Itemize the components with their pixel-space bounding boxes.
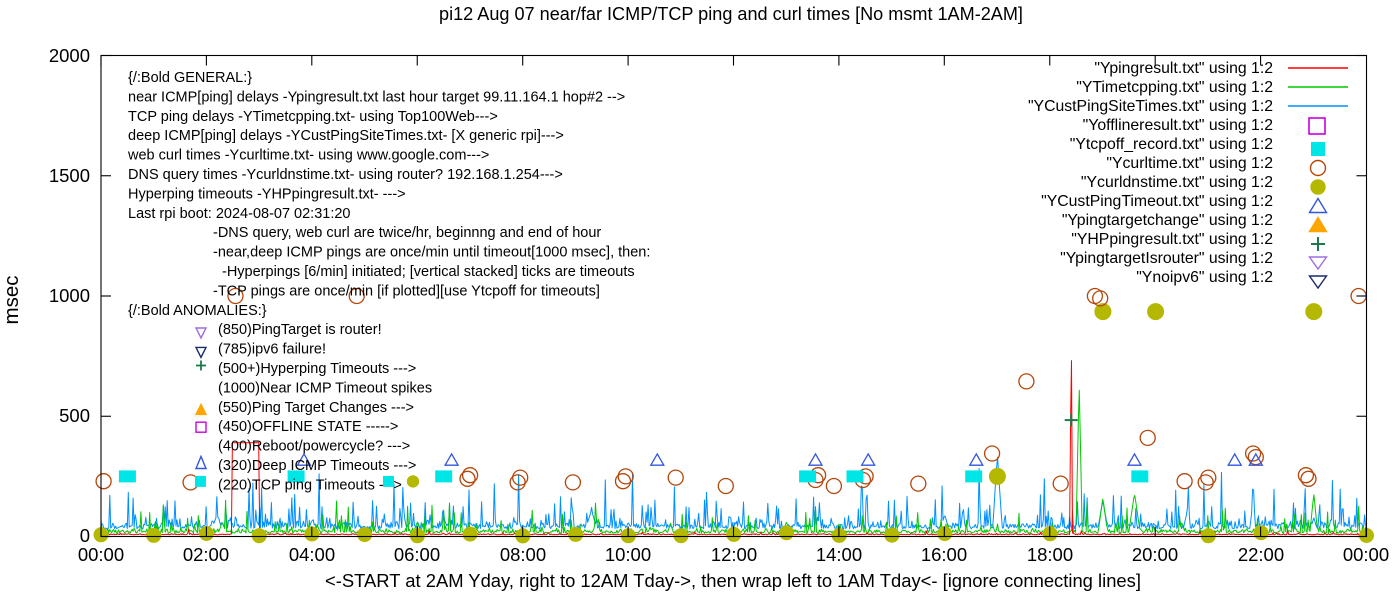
svg-text:-TCP pings are once/min [if pl: -TCP pings are once/min [if plotted][use…	[213, 283, 600, 299]
svg-text:{/:Bold ANOMALIES:}: {/:Bold ANOMALIES:}	[128, 303, 267, 319]
svg-text:DNS query times -Ycurldnstime.: DNS query times -Ycurldnstime.txt- using…	[128, 167, 563, 183]
svg-text:"YTimetcpping.txt" using 1:2: "YTimetcpping.txt" using 1:2	[1076, 79, 1273, 96]
svg-text:-Hyperpings [6/min] initiated;: -Hyperpings [6/min] initiated; [vertical…	[222, 264, 635, 280]
svg-text:(1000)Near ICMP Timeout spikes: (1000)Near ICMP Timeout spikes	[218, 380, 432, 396]
svg-text:"YpingtargetIsrouter" using 1:: "YpingtargetIsrouter" using 1:2	[1060, 250, 1273, 267]
svg-text:"YCustPingTimeout.txt" using 1: "YCustPingTimeout.txt" using 1:2	[1041, 193, 1273, 210]
svg-text:2000: 2000	[49, 45, 90, 66]
svg-text:msec: msec	[0, 276, 23, 325]
svg-text:(320)Deep ICMP Timeouts --->: (320)Deep ICMP Timeouts --->	[218, 458, 416, 474]
svg-text:(220)TCP ping Timeouts --->: (220)TCP ping Timeouts --->	[218, 477, 402, 493]
svg-text:web curl times -Ycurltime.txt-: web curl times -Ycurltime.txt- using www…	[127, 148, 489, 164]
svg-text:pi12 Aug 07 near/far ICMP/TCP: pi12 Aug 07 near/far ICMP/TCP ping and c…	[439, 4, 1023, 24]
svg-text:near ICMP[ping] delays -Ypingr: near ICMP[ping] delays -Ypingresult.txt …	[128, 89, 625, 105]
svg-text:(500+)Hyperping Timeouts --->: (500+)Hyperping Timeouts --->	[218, 361, 416, 377]
svg-text:1500: 1500	[49, 165, 90, 186]
svg-text:Hyperping timeouts -YHPpingres: Hyperping timeouts -YHPpingresult.txt- -…	[128, 186, 406, 202]
svg-text:Last rpi boot: 2024-08-07 02:3: Last rpi boot: 2024-08-07 02:31:20	[128, 206, 351, 222]
svg-text:08:00: 08:00	[500, 544, 546, 565]
svg-text:<-START at 2AM Yday, right to: <-START at 2AM Yday, right to 12AM Tday-…	[325, 570, 1141, 591]
svg-text:-DNS query, web curl are twice: -DNS query, web curl are twice/hr, begin…	[213, 225, 601, 241]
svg-text:06:00: 06:00	[394, 544, 440, 565]
svg-text:"Ynoipv6" using 1:2: "Ynoipv6" using 1:2	[1136, 269, 1273, 286]
svg-text:04:00: 04:00	[289, 544, 335, 565]
svg-text:"Yofflineresult.txt" using 1:2: "Yofflineresult.txt" using 1:2	[1083, 117, 1273, 134]
svg-text:(450)OFFLINE STATE ----->: (450)OFFLINE STATE ----->	[218, 419, 398, 435]
svg-text:00:00: 00:00	[78, 544, 124, 565]
svg-text:(400)Reboot/powercycle? --->: (400)Reboot/powercycle? --->	[218, 439, 410, 455]
svg-text:"Ypingresult.txt" using 1:2: "Ypingresult.txt" using 1:2	[1094, 60, 1273, 77]
svg-text:00:00: 00:00	[1343, 544, 1389, 565]
svg-text:0: 0	[80, 525, 90, 546]
svg-text:500: 500	[59, 405, 90, 426]
svg-text:-near,deep ICMP pings are once: -near,deep ICMP pings are once/min until…	[213, 245, 650, 261]
svg-text:20:00: 20:00	[1132, 544, 1178, 565]
svg-text:(550)Ping Target Changes --->: (550)Ping Target Changes --->	[218, 400, 414, 416]
svg-text:"YCustPingSiteTimes.txt" using: "YCustPingSiteTimes.txt" using 1:2	[1028, 98, 1273, 115]
svg-text:12:00: 12:00	[711, 544, 757, 565]
svg-text:14:00: 14:00	[816, 544, 862, 565]
svg-text:"Ycurltime.txt" using 1:2: "Ycurltime.txt" using 1:2	[1106, 155, 1273, 172]
svg-text:(850)PingTarget is router!: (850)PingTarget is router!	[218, 322, 382, 338]
svg-text:16:00: 16:00	[921, 544, 967, 565]
svg-text:22:00: 22:00	[1238, 544, 1284, 565]
svg-text:18:00: 18:00	[1027, 544, 1073, 565]
svg-text:TCP ping delays -YTimetcpping.: TCP ping delays -YTimetcpping.txt- using…	[128, 109, 498, 125]
svg-text:02:00: 02:00	[183, 544, 229, 565]
svg-text:1000: 1000	[49, 285, 90, 306]
svg-text:10:00: 10:00	[605, 544, 651, 565]
svg-text:"Ycurldnstime.txt" using 1:2: "Ycurldnstime.txt" using 1:2	[1081, 174, 1273, 191]
svg-text:{/:Bold GENERAL:}: {/:Bold GENERAL:}	[128, 70, 252, 86]
svg-text:"Ytcpoff_record.txt" using 1:2: "Ytcpoff_record.txt" using 1:2	[1070, 136, 1273, 153]
svg-text:"Ypingtargetchange" using 1:2: "Ypingtargetchange" using 1:2	[1062, 212, 1273, 229]
svg-text:(785)ipv6 failure!: (785)ipv6 failure!	[218, 342, 326, 358]
svg-text:deep ICMP[ping] delays -YCustP: deep ICMP[ping] delays -YCustPingSiteTim…	[128, 128, 564, 144]
svg-text:"YHPpingresult.txt" using 1:2: "YHPpingresult.txt" using 1:2	[1071, 231, 1273, 248]
